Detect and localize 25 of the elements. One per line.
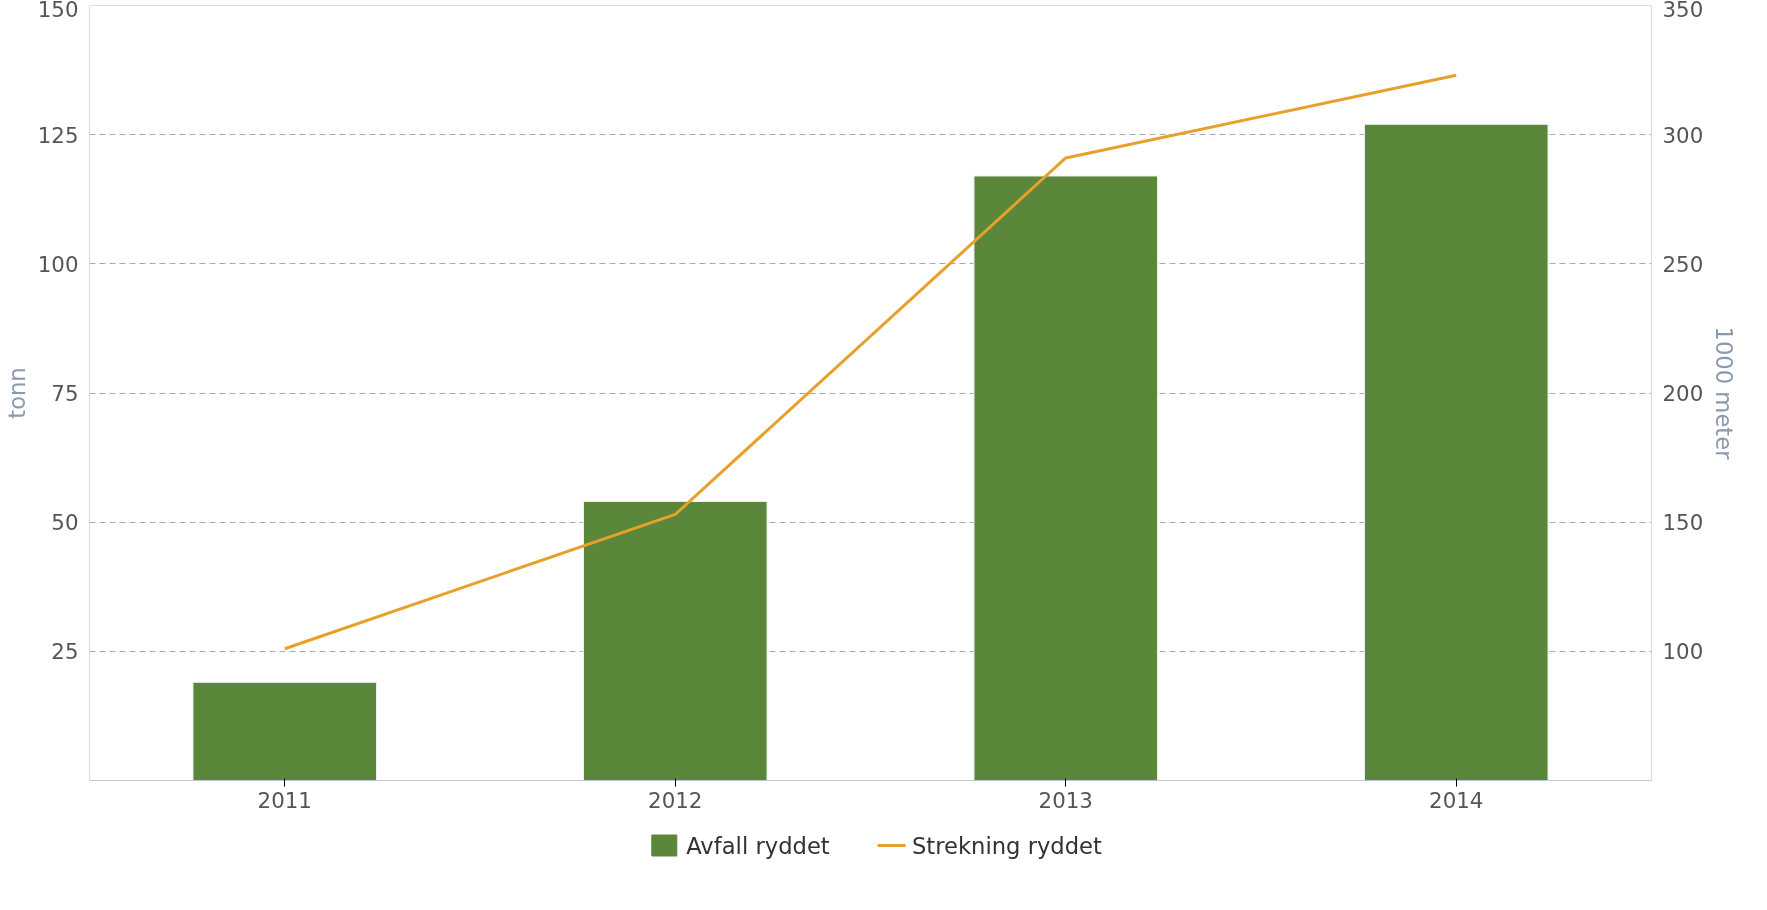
y-tick-label: 75 (51, 381, 79, 406)
y-axis-title: tonn (3, 367, 30, 419)
bar (582, 501, 768, 781)
x-tick-label: 2012 (648, 787, 703, 813)
y2-tick-label: 300 (1662, 122, 1704, 148)
y2-tick-label: 150 (1662, 510, 1704, 536)
legend-label: Avfall ryddet (686, 832, 830, 859)
bar (192, 681, 378, 781)
x-tick-label: 2014 (1429, 787, 1484, 813)
x-tick-label: 2013 (1038, 787, 1093, 813)
y-tick-label: 100 (37, 251, 79, 277)
line-series (283, 73, 1458, 651)
y-tick-label: 50 (51, 510, 79, 536)
y-tick-label: 25 (51, 639, 79, 665)
bar (1363, 123, 1549, 781)
y-tick-label: 150 (37, 0, 79, 22)
x-tick-label: 2011 (257, 787, 312, 813)
y2-axis-title: 1000 meter (1711, 326, 1738, 461)
legend-label: Strekning ryddet (911, 832, 1103, 859)
y2-tick-label: 350 (1662, 0, 1704, 22)
y2-tick-label: 100 (1662, 639, 1704, 665)
y2-tick-label: 200 (1662, 381, 1704, 406)
y2-tick-label: 250 (1662, 251, 1704, 277)
y-tick-label: 125 (37, 122, 79, 148)
bar (973, 175, 1159, 781)
